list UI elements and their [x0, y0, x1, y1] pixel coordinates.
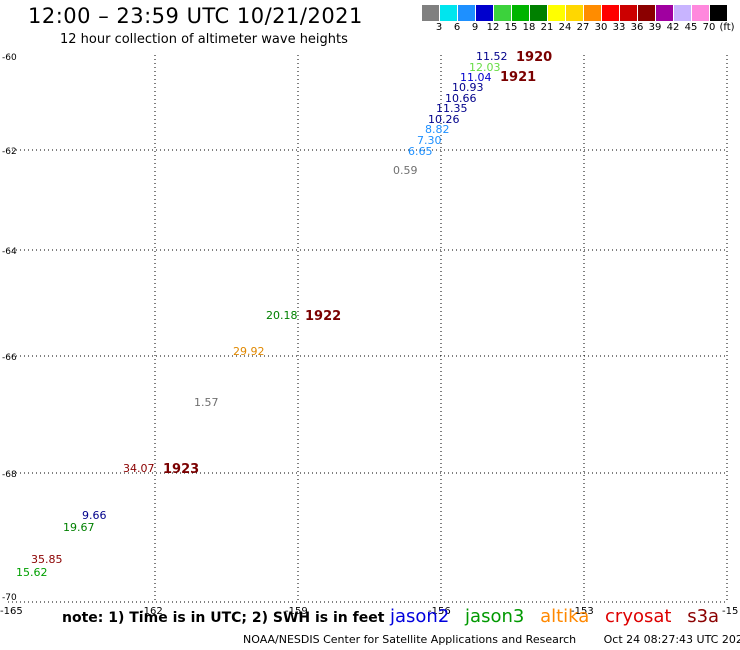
wave-value: 12.03: [469, 61, 501, 74]
legend-swatch: [584, 5, 602, 21]
legend-label: 6: [453, 22, 461, 33]
legend-label: 24: [558, 22, 572, 33]
satellite-s3a: s3a: [687, 606, 720, 627]
wave-value: 35.85: [31, 553, 63, 566]
legend-swatch: [548, 5, 566, 21]
lon-label: -15: [722, 606, 738, 617]
legend-swatch: [674, 5, 692, 21]
legend-label: 27: [576, 22, 590, 33]
legend-label: 18: [522, 22, 536, 33]
legend-swatch: [494, 5, 512, 21]
page-title: 12:00 – 23:59 UTC 10/21/2021: [28, 4, 363, 28]
satellite-legend: jason2 jason3 altika cryosat s3a: [390, 606, 729, 627]
legend-label: 70: [702, 22, 716, 33]
lon-label: -165: [0, 606, 23, 617]
grid-lines: [8, 55, 728, 603]
legend-label: 30: [594, 22, 608, 33]
wave-value: 1.57: [194, 396, 219, 409]
wave-value: 29.92: [233, 345, 265, 358]
legend-swatch: [710, 5, 728, 21]
legend-swatch: [512, 5, 530, 21]
legend-label: 9: [471, 22, 479, 33]
revolution-number: 1921: [500, 70, 536, 85]
legend-label: 21: [540, 22, 554, 33]
legend-label: (ft): [719, 22, 735, 33]
legend-label: 3: [435, 22, 443, 33]
legend-swatch: [566, 5, 584, 21]
legend-swatch: [440, 5, 458, 21]
legend-swatch: [422, 5, 440, 21]
legend-label: 42: [666, 22, 680, 33]
lon-label: -153: [571, 606, 594, 617]
wave-height-values: 11.52 12.03 11.04 10.93 10.66 11.35 10.2…: [16, 50, 508, 579]
wave-value: 10.93: [452, 81, 484, 94]
revolution-labels: 1920 1921 1922 1923: [163, 50, 552, 477]
lon-label: -159: [285, 606, 308, 617]
lon-label: -162: [140, 606, 163, 617]
wave-value: 7.30: [417, 134, 442, 147]
wave-value: 6.65: [408, 145, 433, 158]
wave-value: 15.62: [16, 566, 48, 579]
lat-label: -64: [2, 247, 17, 257]
footer: NOAA/NESDIS Center for Satellite Applica…: [243, 633, 740, 646]
note-text: note: 1) Time is in UTC; 2) SWH is in fe…: [62, 610, 385, 626]
satellite-jason2: jason2: [390, 606, 450, 627]
satellite-jason3: jason3: [465, 606, 525, 627]
wave-value: 11.04: [460, 71, 492, 84]
wave-value: 0.59: [393, 164, 418, 177]
revolution-number: 1920: [516, 50, 552, 65]
legend-swatch: [530, 5, 548, 21]
legend-label: 36: [630, 22, 644, 33]
satellite-cryosat: cryosat: [605, 606, 672, 627]
legend-label: 39: [648, 22, 662, 33]
lat-label: -68: [2, 470, 17, 480]
legend-label: 12: [486, 22, 500, 33]
satellite-altika: altika: [540, 606, 590, 627]
revolution-number: 1923: [163, 462, 199, 477]
lat-label: -70: [2, 593, 17, 603]
legend-label: 33: [612, 22, 626, 33]
wave-value: 34.07: [123, 462, 155, 475]
legend-swatch: [620, 5, 638, 21]
legend-swatch: [458, 5, 476, 21]
wave-value: 11.35: [436, 102, 468, 115]
lat-label: -66: [2, 353, 17, 363]
page-subtitle: 12 hour collection of altimeter wave hei…: [60, 32, 348, 47]
legend-label: 45: [684, 22, 698, 33]
wave-value: 8.82: [425, 123, 450, 136]
revolution-number: 1922: [305, 309, 341, 324]
wave-value: 9.66: [82, 509, 107, 522]
legend-swatch: [656, 5, 674, 21]
footer-credit: NOAA/NESDIS Center for Satellite Applica…: [243, 633, 577, 646]
lon-label: -156: [428, 606, 451, 617]
footer-date: Oct 24 08:27:43 UTC 2021: [603, 633, 740, 646]
wave-value: 19.67: [63, 521, 95, 534]
wave-height-color-legend: [422, 5, 728, 21]
wave-value: 11.52: [476, 50, 508, 63]
legend-swatch: [476, 5, 494, 21]
wave-value: 10.26: [428, 113, 460, 126]
legend-label: 15: [504, 22, 518, 33]
lat-label: -62: [2, 147, 17, 157]
lat-label: -60: [2, 53, 17, 63]
legend-swatch: [638, 5, 656, 21]
legend-swatch: [692, 5, 710, 21]
legend-swatch: [602, 5, 620, 21]
wave-value: 10.66: [445, 92, 477, 105]
wave-value: 20.18: [266, 309, 298, 322]
